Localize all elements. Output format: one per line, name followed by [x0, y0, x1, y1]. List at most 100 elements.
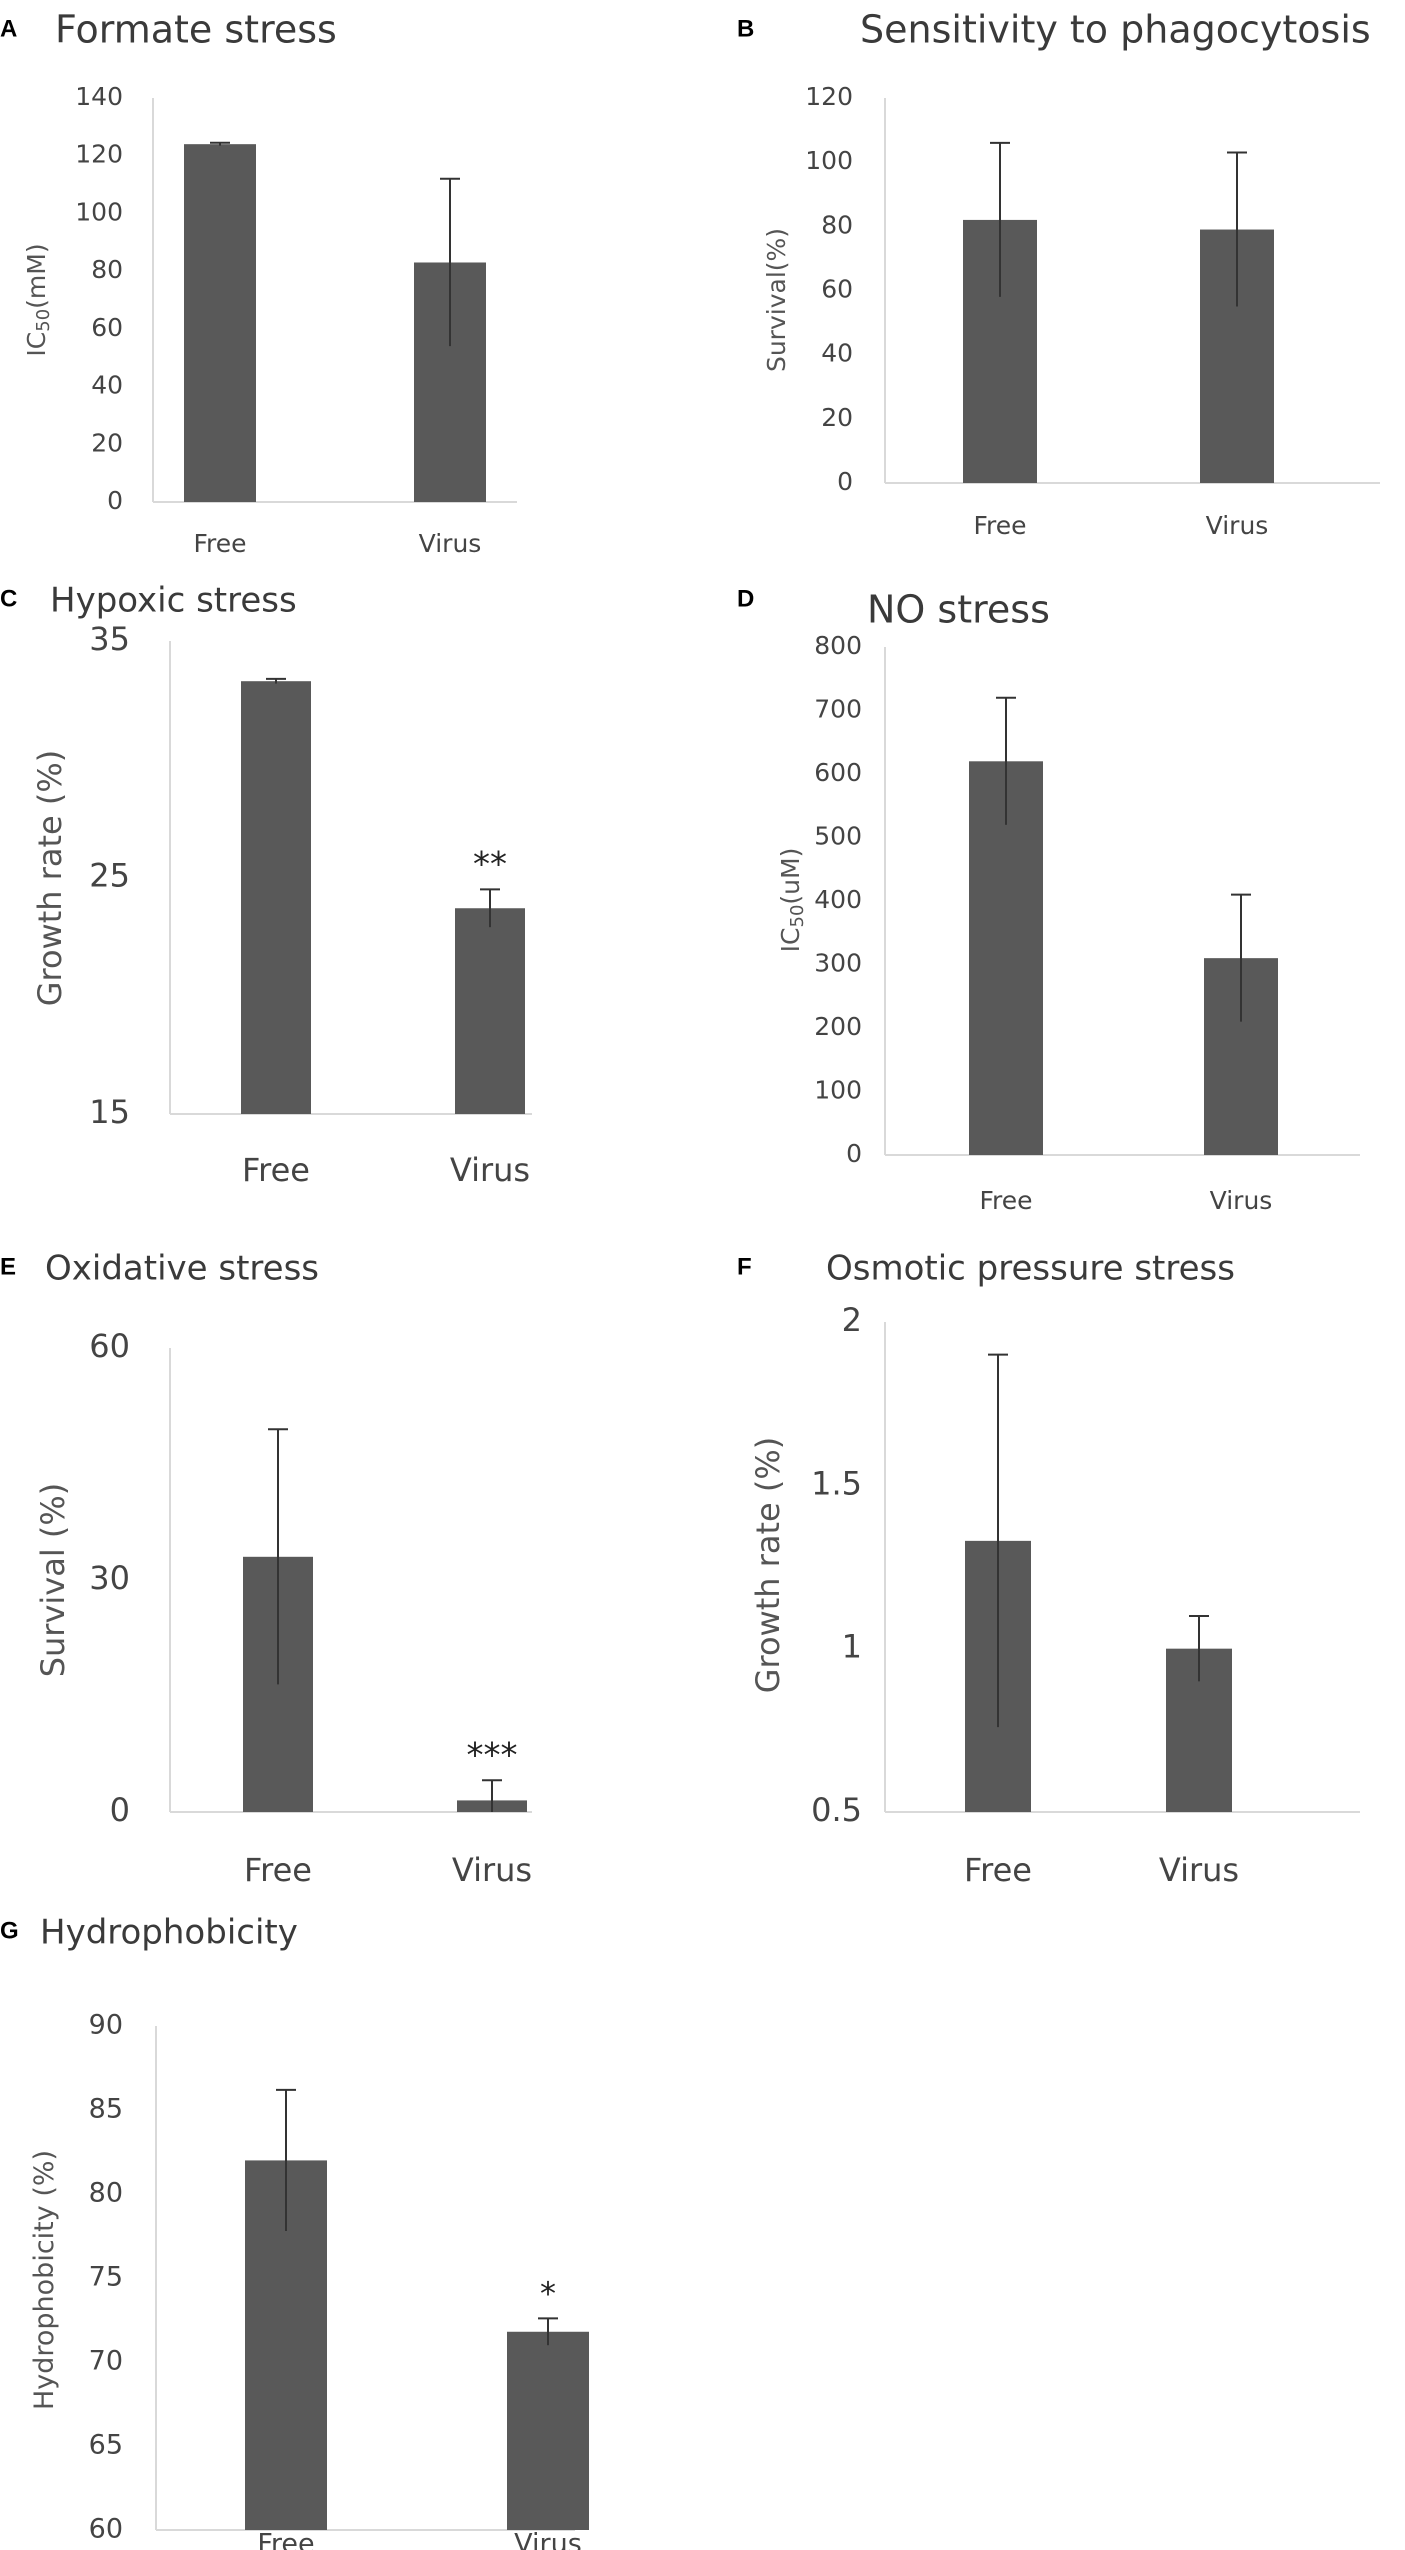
panel-d-error-bar-free	[996, 696, 1016, 825]
panel-b-title: Sensitivity to phagocytosis	[860, 8, 1371, 52]
panel-a-letter: A	[0, 15, 17, 42]
panel-a-y-tick-label: 140	[75, 82, 123, 111]
panel-a-category-label-free: Free	[193, 529, 246, 558]
panel-g-title: Hydrophobicity	[40, 1913, 298, 1953]
panel-c-y-axis-title-main: Growth rate (%)	[31, 750, 69, 1007]
panel-b: B Sensitivity to phagocytosis 0 20 40 60 80 100…	[737, 8, 1380, 540]
panel-c-y-tick-label: 35	[89, 620, 130, 658]
panel-g-y-tick-label: 85	[89, 2094, 123, 2125]
panel-b-letter: B	[737, 15, 754, 42]
panel-d-y-tick-label: 400	[814, 885, 862, 914]
panel-b-y-tick-label: 80	[821, 210, 853, 239]
panel-a-bar-free	[184, 144, 256, 502]
panel-g-category-label-virus: Virus	[514, 2529, 582, 2550]
panel-g-error-bar-virus	[538, 2317, 558, 2346]
panel-b-category-label-free: Free	[973, 511, 1026, 540]
panel-d: D NO stress 0 100 200 300 400 500 600 700 800 IC50(…	[737, 585, 1360, 1215]
panel-a-error-bar-virus	[440, 177, 460, 347]
panel-d-y-axis-title: IC50(uM)	[776, 848, 808, 953]
panel-d-title: NO stress	[867, 588, 1050, 632]
panel-c-category-label-free: Free	[242, 1151, 310, 1189]
panel-f-y-tick-label: 0.5	[811, 1791, 862, 1829]
panel-c-error-bar-virus	[480, 888, 500, 928]
panel-a: A Formate stress 0 20 40 60 80 100 120 140 IC50(mM…	[0, 8, 517, 558]
panel-d-y-tick-label: 600	[814, 758, 862, 787]
panel-f-y-tick-label: 1.5	[811, 1464, 862, 1502]
panel-d-y-tick-label: 200	[814, 1012, 862, 1041]
panel-c-y-tick-label: 25	[89, 857, 130, 895]
panel-e-error-bar-virus	[482, 1779, 502, 1812]
panel-a-y-axis-title-main: IC	[22, 332, 51, 357]
panel-b-y-tick-label: 120	[805, 82, 853, 111]
panel-a-y-tick-label: 40	[91, 371, 123, 400]
panel-f-letter: F	[737, 1253, 752, 1280]
panel-a-category-label-virus: Virus	[419, 529, 482, 558]
panel-e-significance-virus: ***	[467, 1735, 518, 1775]
panel-c: C Hypoxic stress 15 25 35 Growth rate (%) Free…	[0, 581, 532, 1189]
panel-c-category-label-virus: Virus	[450, 1151, 530, 1189]
panel-e-category-label-free: Free	[244, 1851, 312, 1889]
panel-g-y-tick-label: 60	[89, 2514, 123, 2545]
panel-e-category-label-virus: Virus	[452, 1851, 532, 1889]
panel-c-y-tick-label: 15	[89, 1093, 130, 1131]
panel-c-bar-virus	[455, 908, 525, 1114]
panel-g-y-axis-title-main: Hydrophobicity (%)	[29, 2150, 60, 2410]
panel-b-y-tick-label: 20	[821, 403, 853, 432]
panel-f-y-tick-label: 2	[842, 1301, 862, 1339]
panel-a-y-axis-title-unit: (mM)	[22, 243, 51, 308]
panel-b-y-tick-label: 100	[805, 146, 853, 175]
panel-b-category-label-virus: Virus	[1206, 511, 1269, 540]
panel-e-y-tick-label: 30	[89, 1559, 130, 1597]
panel-b-error-bar-virus	[1227, 151, 1247, 307]
panel-e-y-axis-title-main: Survival (%)	[34, 1483, 72, 1678]
panel-d-category-label-free: Free	[979, 1186, 1032, 1215]
panel-e-y-tick-label: 0	[110, 1791, 130, 1829]
panel-a-y-tick-label: 20	[91, 428, 123, 457]
panel-g-error-bar-free	[276, 2088, 296, 2231]
panel-a-y-tick-label: 120	[75, 140, 123, 169]
panel-f-title: Osmotic pressure stress	[826, 1249, 1235, 1289]
panel-d-y-tick-label: 500	[814, 822, 862, 851]
panel-f-category-label-free: Free	[964, 1851, 1032, 1889]
panel-a-error-bar-free	[210, 141, 230, 146]
panel-g-significance-virus: *	[540, 2274, 556, 2312]
panel-c-significance-virus: **	[473, 844, 507, 884]
panel-d-letter: D	[737, 585, 754, 612]
panel-f: F Osmotic pressure stress 0.5 1 1.5 2 Growth r…	[737, 1249, 1360, 1889]
panel-e: E Oxidative stress 0 30 60 Survival (%) Free Vi…	[0, 1249, 532, 1890]
panel-b-y-tick-label: 0	[837, 467, 853, 496]
panel-g-letter: G	[0, 1917, 19, 1944]
panel-c-bar-free	[241, 681, 311, 1114]
panel-a-y-axis-title: IC50(mM)	[22, 243, 54, 356]
panel-f-y-axis-title: Growth rate (%)	[749, 1437, 787, 1694]
panel-c-letter: C	[0, 585, 17, 612]
panel-d-y-axis-title-subscript: 50	[787, 905, 808, 928]
panel-a-y-axis-title-subscript: 50	[33, 309, 54, 332]
panel-b-y-axis-title-main: Survival(%)	[762, 228, 791, 372]
panel-d-y-tick-label: 300	[814, 949, 862, 978]
panel-g-y-tick-label: 65	[89, 2430, 123, 2461]
panel-a-y-tick-label: 0	[107, 486, 123, 515]
panel-d-y-tick-label: 700	[814, 695, 862, 724]
panel-d-error-bar-virus	[1231, 893, 1251, 1022]
panel-f-y-tick-label: 1	[842, 1628, 862, 1666]
panel-a-title: Formate stress	[55, 8, 337, 52]
panel-g-y-tick-label: 70	[89, 2346, 123, 2377]
panel-b-y-tick-label: 60	[821, 275, 853, 304]
panel-a-y-tick-label: 60	[91, 313, 123, 342]
panel-g-y-tick-label: 75	[89, 2262, 123, 2293]
panel-g-y-tick-label: 80	[89, 2178, 123, 2209]
panel-e-title: Oxidative stress	[45, 1249, 319, 1289]
panel-d-y-tick-label: 800	[814, 631, 862, 660]
panel-g: G Hydrophobicity 60 65 70 75 80 85 90 Hydrophobic…	[0, 1913, 589, 2550]
panel-b-error-bar-free	[990, 141, 1010, 297]
panel-a-y-tick-label: 100	[75, 197, 123, 226]
panel-b-y-axis-title: Survival(%)	[762, 228, 791, 372]
panel-f-y-axis-title-main: Growth rate (%)	[749, 1437, 787, 1694]
panel-e-error-bar-free	[268, 1428, 288, 1685]
panel-d-y-axis-title-main: IC	[776, 927, 805, 952]
panel-b-y-tick-label: 40	[821, 339, 853, 368]
panel-a-y-tick-label: 80	[91, 255, 123, 284]
panel-d-bar-free	[969, 761, 1043, 1155]
panel-e-y-tick-label: 60	[89, 1327, 130, 1365]
